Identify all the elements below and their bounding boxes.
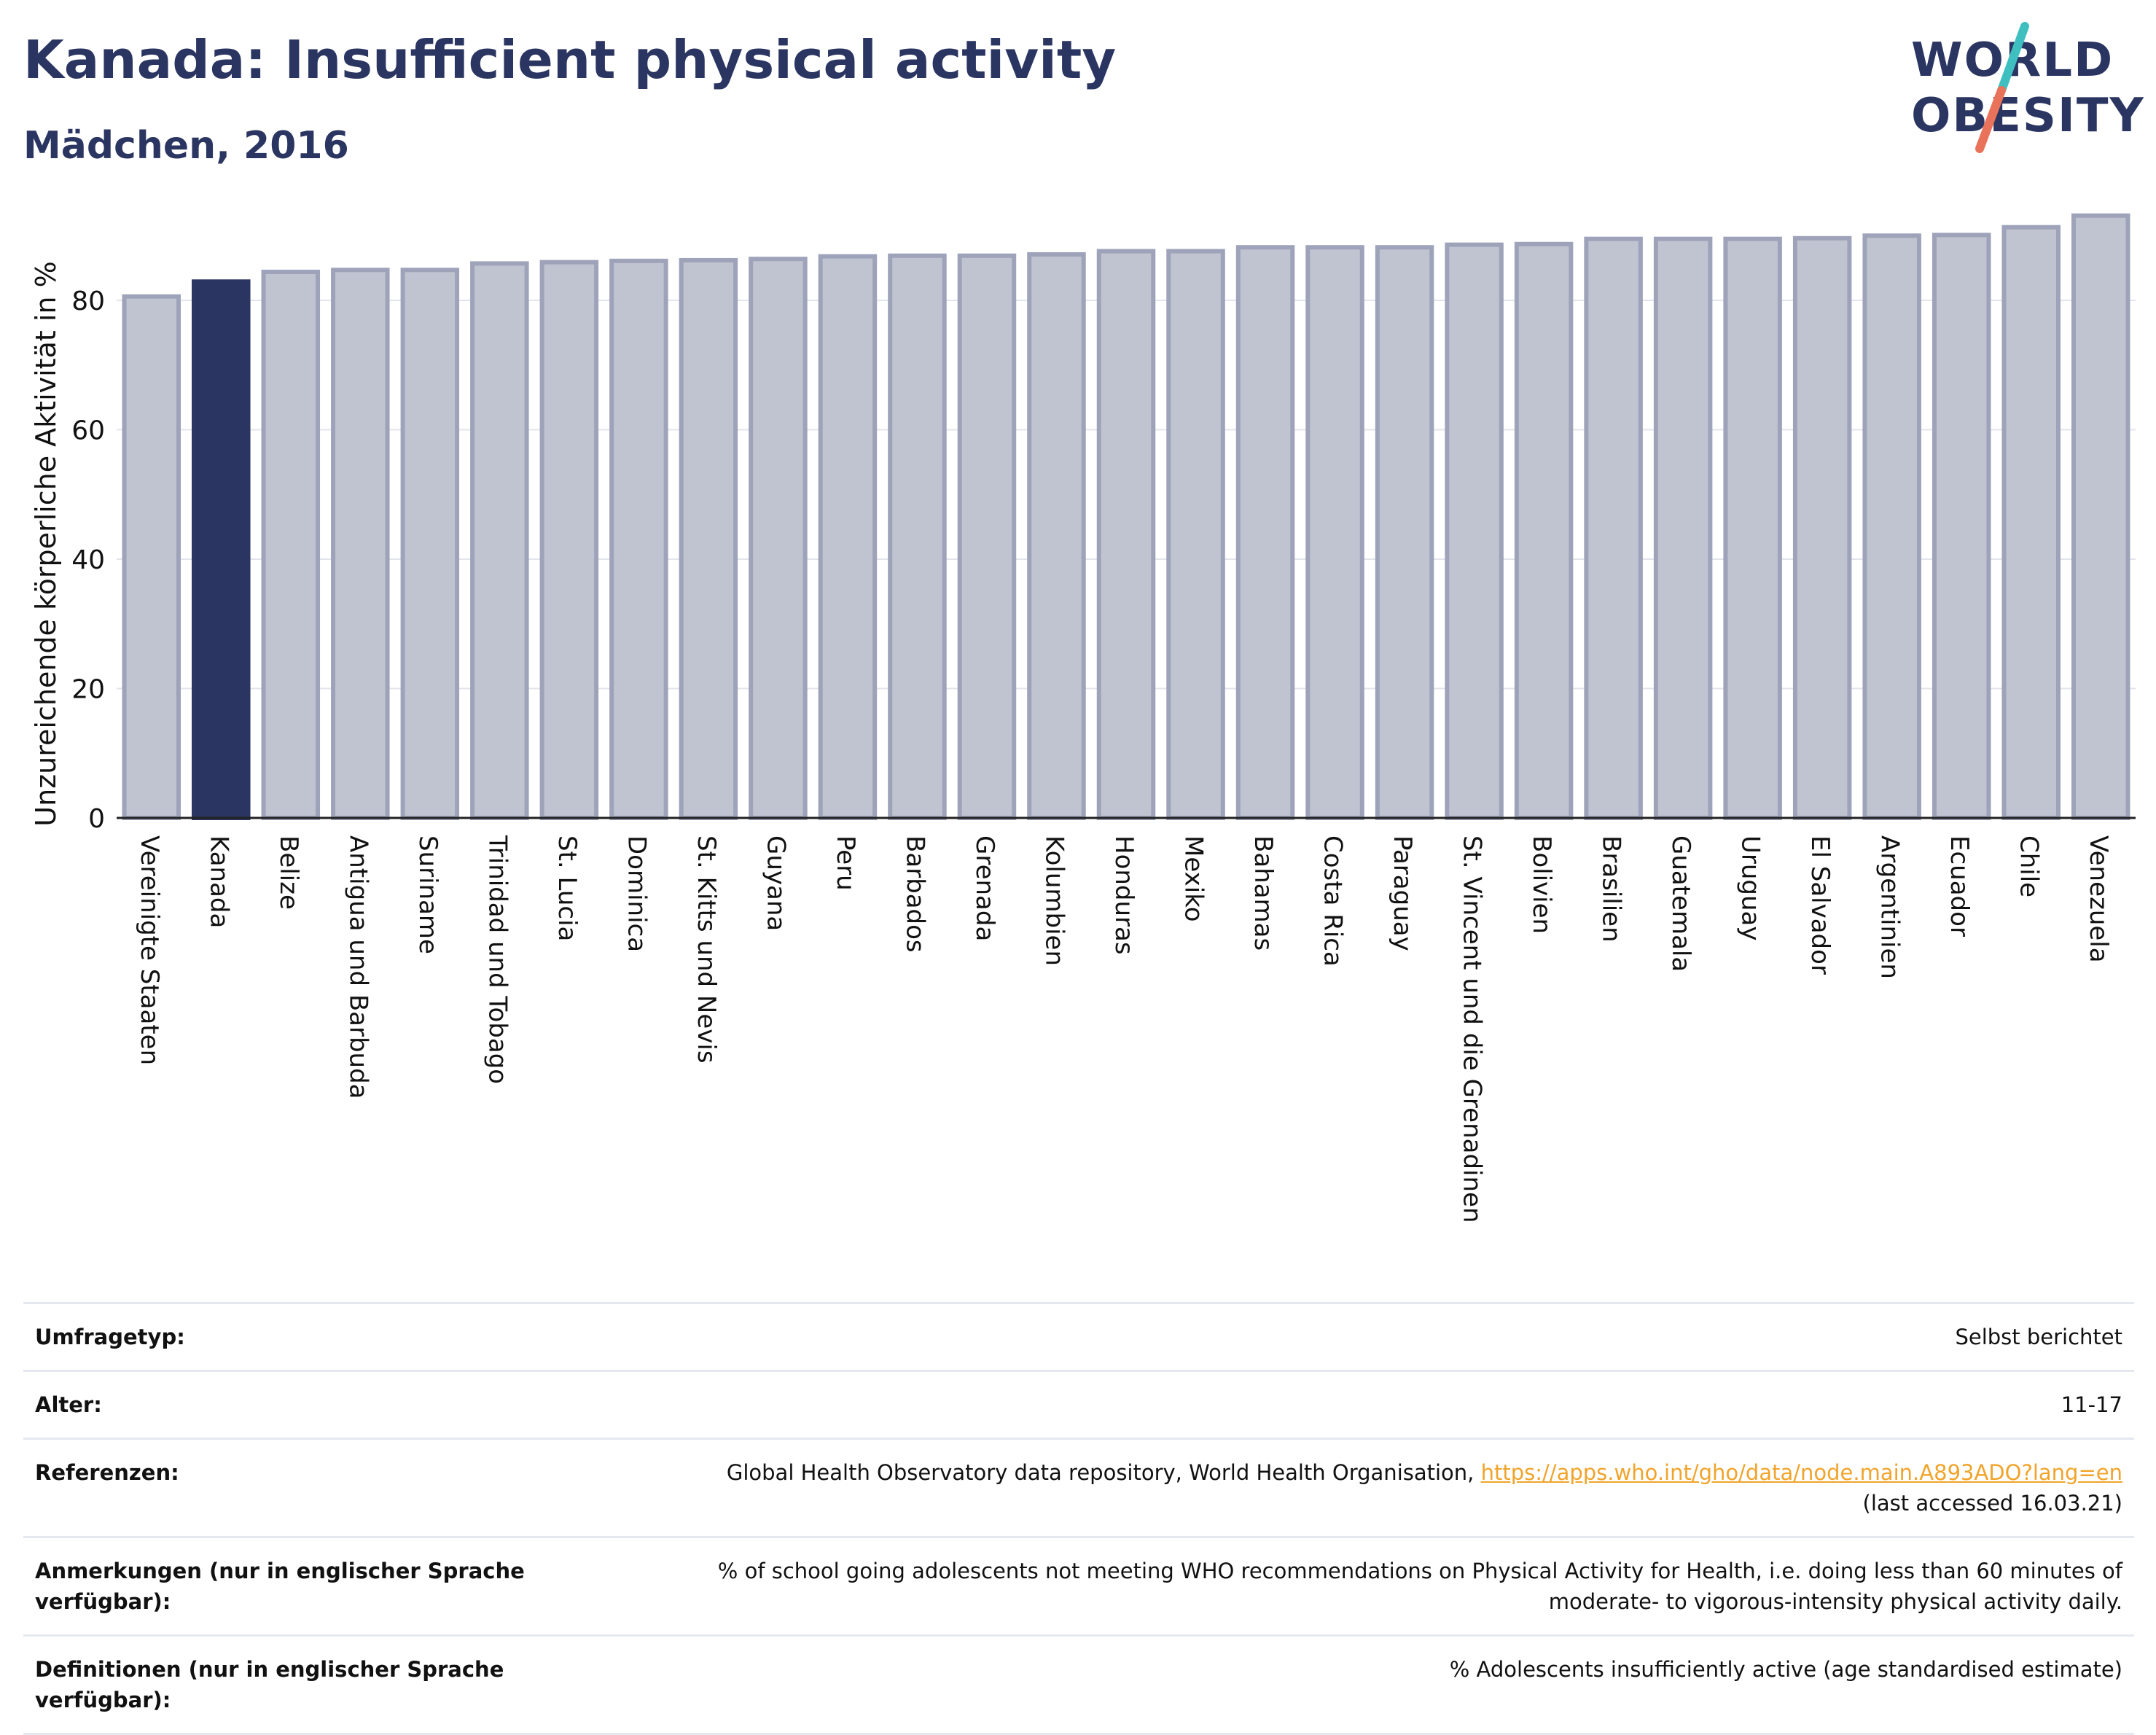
bar-kolumbien: [1027, 252, 1086, 821]
info-key: Umfragetyp:: [35, 1325, 185, 1349]
reference-link[interactable]: https://apps.who.int/gho/data/node.main.…: [1480, 1460, 2122, 1486]
info-key: Referenzen:: [35, 1460, 179, 1486]
bar-trinidad-und-tobago: [470, 261, 529, 821]
bar-peru: [818, 254, 878, 820]
x-tick-label: Belize: [274, 835, 303, 910]
bar-chile: [2001, 225, 2061, 820]
bar-el-salvador: [1792, 235, 1852, 821]
bar-st-lucia: [539, 260, 599, 820]
info-row-notes: Anmerkungen (nur in englischer Sprache v…: [23, 1537, 2134, 1636]
bar-barbados: [888, 253, 947, 820]
x-tick-label: Kanada: [204, 835, 233, 928]
x-tick-label: Bolivien: [1527, 835, 1556, 934]
world-obesity-logo: WORLD OBESITY: [1895, 20, 2145, 159]
bar-ecuador: [1932, 233, 1991, 821]
x-tick-label: St. Kitts und Nevis: [692, 835, 721, 1064]
bar-belize: [261, 269, 321, 820]
x-tick-label: Honduras: [1109, 835, 1138, 955]
x-tick-label: Costa Rica: [1319, 835, 1348, 967]
x-tick-label: Argentinien: [1875, 835, 1905, 979]
y-tick-label: 80: [71, 286, 105, 316]
bar-uruguay: [1723, 236, 1782, 820]
x-tick-label: Mexiko: [1179, 835, 1208, 922]
bar-antigua-und-barbuda: [331, 268, 390, 821]
info-key: Definitionen (nur in englischer Sprache …: [35, 1657, 504, 1713]
info-table: Umfragetyp: Selbst berichtet Alter: 11-1…: [23, 1302, 2134, 1735]
x-tick-label: Kolumbien: [1039, 835, 1069, 966]
bar-argentinien: [1862, 233, 1921, 820]
bar-mexiko: [1166, 249, 1225, 821]
x-tick-label: Grenada: [970, 835, 999, 941]
x-tick-label: Guatemala: [1666, 835, 1695, 972]
info-row-age: Alter: 11-17: [23, 1371, 2134, 1439]
y-tick-label: 40: [71, 545, 105, 575]
bar-vereinigte-staaten: [122, 294, 181, 821]
x-tick-label: St. Vincent und die Grenadinen: [1458, 835, 1487, 1223]
x-tick-label: St. Lucia: [552, 835, 582, 941]
page-subtitle: Mädchen, 2016: [23, 124, 349, 168]
bar-guatemala: [1653, 236, 1713, 820]
info-value: Global Health Observatory data repositor…: [601, 1439, 2134, 1537]
bar-st-vincent-und-die-grenadinen: [1445, 242, 1504, 821]
x-tick-label: Peru: [831, 835, 860, 891]
x-tick-label: Paraguay: [1388, 835, 1417, 951]
axes: 0 20 40 60 80 Vereinigte Staaten Kanada Belize A…: [71, 286, 2136, 1223]
bar-kanada: [192, 279, 251, 820]
x-tick-label: Venezuela: [2084, 835, 2113, 963]
bar-dominica: [609, 258, 668, 821]
x-tick-label: Antigua und Barbuda: [343, 835, 372, 1099]
x-tick-label: Guyana: [761, 835, 790, 931]
x-tick-label: Trinidad und Tobago: [483, 835, 512, 1084]
info-value: % Adolescents insufficiently active (age…: [1449, 1657, 2122, 1683]
info-key: Alter:: [35, 1392, 102, 1418]
x-tick-label: Chile: [2015, 835, 2044, 897]
info-value: % of school going adolescents not meetin…: [717, 1559, 2122, 1615]
x-tick-label: Brasilien: [1597, 835, 1626, 943]
reference-text: Global Health Observatory data repositor…: [726, 1460, 1475, 1486]
bar-guyana: [749, 257, 808, 820]
y-tick-label: 0: [88, 804, 105, 834]
page-title: Kanada: Insufficient physical activity: [23, 29, 1117, 90]
bar-brasilien: [1584, 236, 1643, 820]
bar-chart: 0 20 40 60 80 Vereinigte Staaten Kanada Belize A…: [30, 213, 2136, 1223]
info-row-survey-type: Umfragetyp: Selbst berichtet: [23, 1303, 2134, 1371]
bar-grenada: [957, 253, 1017, 820]
x-tick-label: Vereinigte Staaten: [135, 835, 164, 1065]
info-row-references: Referenzen: Global Health Observatory da…: [23, 1438, 2134, 1537]
x-tick-label: Suriname: [413, 835, 442, 954]
logo-line-2: OBESITY: [1911, 89, 2145, 143]
x-tick-label: Ecuador: [1945, 835, 1974, 937]
bar-venezuela: [2071, 213, 2130, 821]
x-tick-label: El Salvador: [1805, 835, 1835, 975]
reference-accessed: (last accessed 16.03.21): [1862, 1491, 2122, 1516]
y-tick-label: 60: [71, 416, 105, 446]
info-value: 11-17: [2061, 1392, 2122, 1418]
info-row-definitions: Definitionen (nur in englischer Sprache …: [23, 1635, 2134, 1734]
bar-st-kitts-und-nevis: [679, 257, 738, 821]
x-tick-label: Bahamas: [1249, 835, 1278, 951]
bar-paraguay: [1375, 245, 1434, 821]
bar-suriname: [400, 268, 460, 821]
bar-bolivien: [1514, 241, 1574, 821]
info-key: Anmerkungen (nur in englischer Sprache v…: [35, 1559, 525, 1615]
x-tick-label: Uruguay: [1736, 835, 1765, 941]
bar-bahamas: [1235, 245, 1295, 821]
logo-slash-icon: [1975, 22, 2029, 153]
y-axis-label: Unzureichende körperliche Aktivität in %: [30, 261, 62, 826]
y-tick-label: 20: [71, 675, 105, 705]
x-tick-label: Barbados: [900, 835, 929, 953]
info-value: Selbst berichtet: [1955, 1325, 2122, 1349]
bar-honduras: [1096, 249, 1156, 821]
x-tick-label: Dominica: [622, 835, 651, 952]
bars: [122, 213, 2130, 821]
bar-costa-rica: [1305, 245, 1364, 821]
